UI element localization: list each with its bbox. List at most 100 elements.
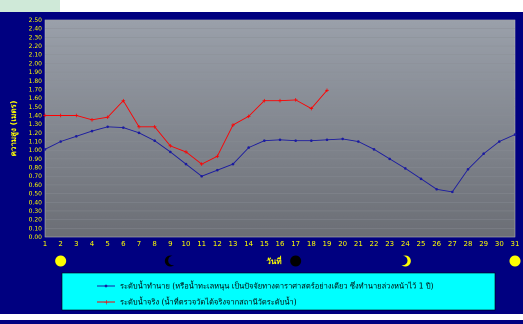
data-point (466, 167, 470, 171)
legend-marker-observed: + (104, 299, 110, 307)
y-tick-label: 0.70 (29, 173, 43, 180)
data-point (310, 139, 313, 142)
x-tick-label: 21 (354, 240, 363, 248)
y-tick-label: 0.80 (29, 165, 43, 172)
data-point (294, 139, 297, 142)
y-tick-label: 1.40 (29, 112, 43, 119)
top-strip-accent (0, 0, 60, 12)
data-point (43, 113, 47, 118)
x-tick-label: 13 (229, 240, 238, 248)
data-point (325, 138, 329, 142)
y-tick-label: 0.10 (29, 225, 43, 232)
y-tick-label: 1.60 (29, 95, 43, 102)
x-tick-label: 17 (291, 240, 300, 248)
legend: ระดับน้ำทำนาย (หรือน้ำทะเลหนุน เป็นปัจจั… (61, 272, 496, 311)
data-point (262, 98, 267, 103)
data-point (58, 113, 63, 118)
x-tick-label: 19 (323, 240, 332, 248)
data-point (121, 98, 126, 103)
y-tick-label: 0.20 (29, 217, 43, 224)
x-tick-label: 8 (152, 240, 156, 248)
legend-label-predicted: ระดับน้ำทำนาย (หรือน้ำทะเลหนุน เป็นปัจจั… (120, 281, 434, 291)
data-point (278, 98, 282, 103)
plot-area (44, 19, 516, 238)
x-tick-label: 3 (74, 240, 78, 248)
y-tick-label: 2.00 (29, 60, 43, 67)
data-point (293, 98, 298, 102)
x-tick-labels: 1 2 3 4 5 6 7 8 9 10 11 12 13 14 15 16 17 18 19 20 21 22 23 24 2… (43, 240, 520, 248)
data-point (498, 140, 501, 143)
data-point (90, 129, 94, 133)
data-point (105, 115, 110, 120)
y-tick-label: 1.10 (29, 139, 43, 146)
y-tick-label: 0.60 (29, 182, 43, 189)
x-axis-label: วันที่ (266, 255, 281, 266)
legend-box (61, 272, 496, 311)
data-point (200, 174, 203, 178)
y-tick-label: 2.20 (29, 43, 43, 50)
data-point (153, 139, 156, 142)
data-point (513, 133, 517, 136)
x-tick-label: 16 (276, 240, 285, 248)
data-point (122, 126, 125, 129)
x-tick-label: 26 (432, 240, 441, 248)
data-point (309, 106, 314, 111)
data-point (325, 88, 329, 93)
data-point (482, 152, 485, 155)
data-point (199, 162, 204, 166)
x-tick-label: 6 (121, 240, 126, 248)
legend-marker-predicted (104, 284, 108, 288)
y-tick-label: 1.50 (29, 104, 43, 111)
y-tick-label: 2.40 (29, 26, 43, 33)
y-tick-label: 2.30 (29, 34, 43, 41)
x-tick-label: 23 (385, 240, 394, 248)
data-point (59, 140, 62, 143)
data-point (231, 162, 235, 166)
data-point (247, 146, 250, 149)
data-point (246, 114, 251, 119)
y-tick-label: 1.20 (29, 130, 43, 137)
x-tick-label: 14 (244, 240, 253, 248)
x-tick-label: 27 (448, 240, 457, 248)
data-point (216, 168, 219, 172)
x-tick-label: 25 (417, 240, 426, 248)
data-point (137, 131, 141, 135)
x-tick-label: 30 (495, 240, 504, 248)
x-tick-label: 24 (401, 240, 410, 248)
last-quarter-moon-icon (164, 255, 178, 267)
data-point (152, 124, 157, 129)
y-tick-label: 1.00 (29, 147, 43, 154)
data-point (184, 162, 188, 166)
x-tick-label: 29 (479, 240, 488, 248)
data-point (75, 135, 78, 138)
top-strip (0, 0, 523, 12)
x-tick-label: 2 (58, 240, 62, 248)
full-moon-icon (55, 255, 67, 267)
x-tick-label: 31 (511, 240, 520, 248)
x-tick-label: 11 (197, 240, 206, 248)
moon-phase-row (55, 255, 521, 267)
series-group (43, 88, 517, 194)
x-tick-label: 15 (260, 240, 269, 248)
y-axis-label: ความสูง (เมตร) (9, 101, 19, 157)
y-tick-label: 1.30 (29, 121, 43, 128)
y-tick-label: 2.50 (29, 17, 43, 24)
new-moon-icon (290, 255, 302, 267)
data-point (263, 139, 266, 142)
data-point (215, 154, 220, 159)
x-tick-label: 1 (43, 240, 47, 248)
data-point (404, 167, 407, 170)
first-quarter-moon-icon (397, 255, 411, 267)
data-point (90, 118, 94, 122)
data-point (341, 137, 344, 141)
y-tick-label: 0.30 (29, 208, 43, 215)
data-point (43, 148, 47, 151)
legend-label-observed: ระดับน้ำจริง (น้ำที่ตรวจวัดได้จริงจากสถา… (120, 297, 297, 307)
data-point (168, 144, 173, 148)
y-tick-label: 2.10 (29, 52, 43, 59)
data-point (169, 150, 172, 154)
data-point (419, 177, 423, 181)
y-tick-label: 1.70 (29, 86, 43, 93)
x-tick-label: 4 (90, 240, 95, 248)
